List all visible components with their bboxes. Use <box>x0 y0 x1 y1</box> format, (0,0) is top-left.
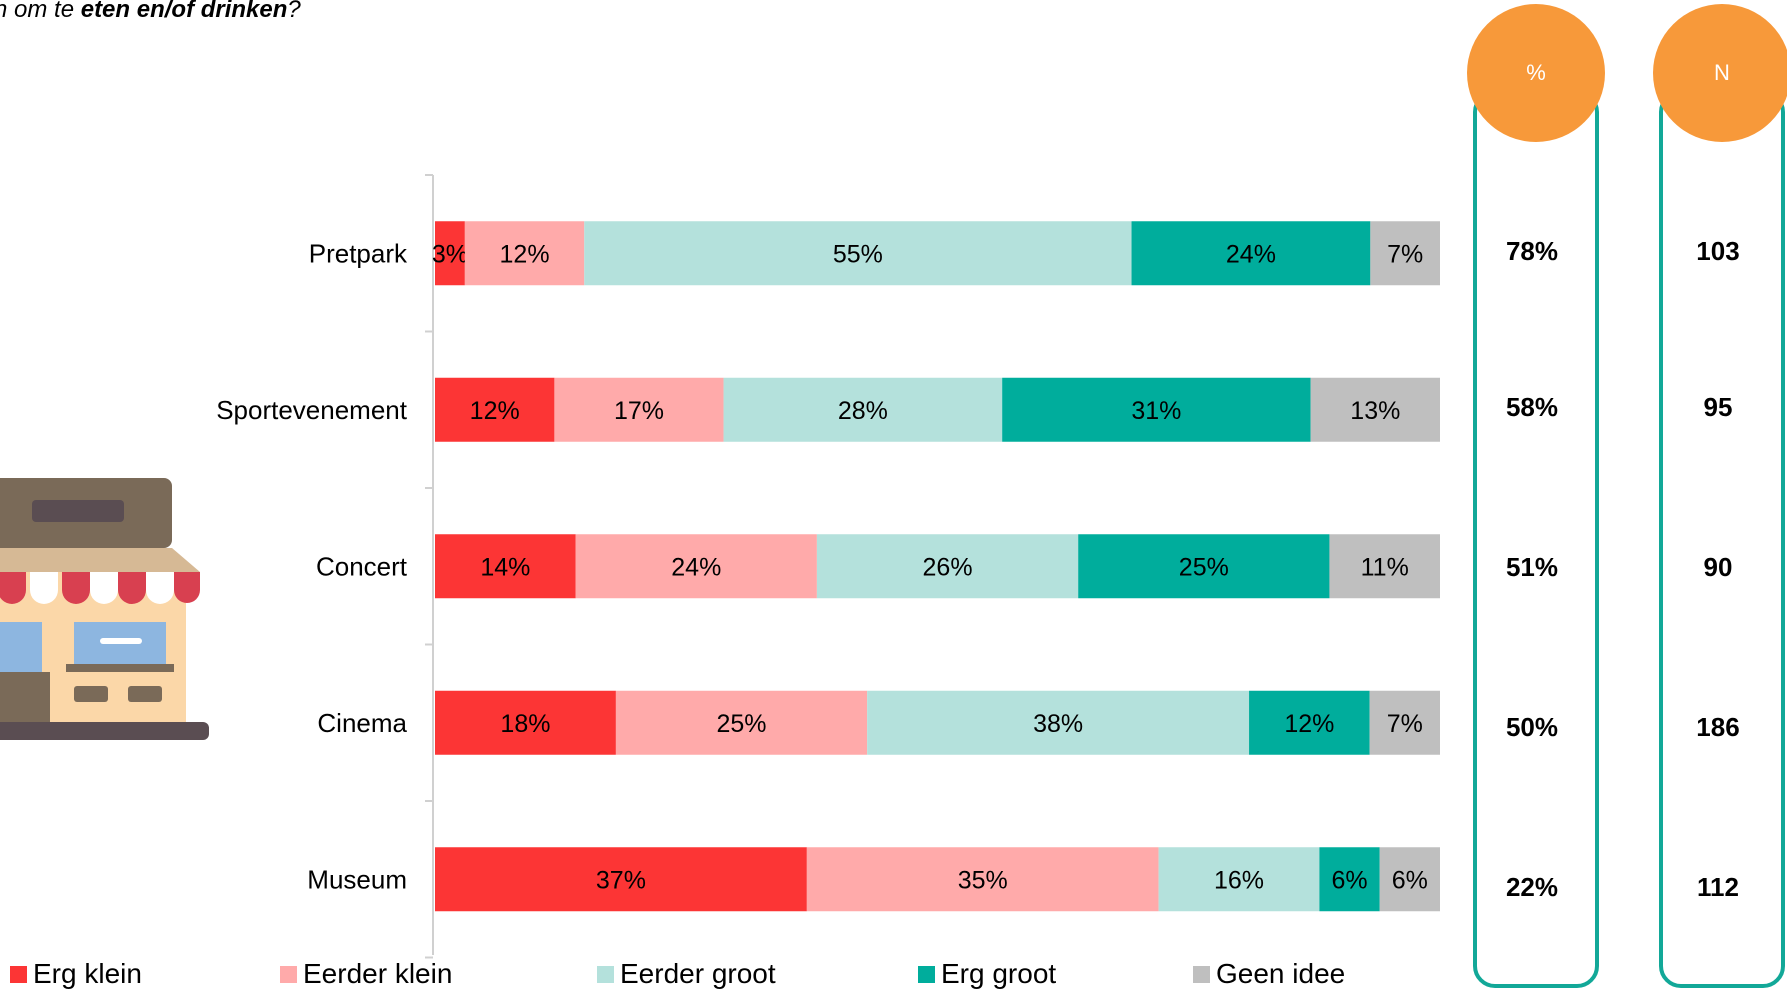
count-value: 112 <box>1697 872 1739 902</box>
bar-segment-erg-klein <box>435 534 576 599</box>
data-label: 25% <box>717 710 767 738</box>
bar-segment-erg-klein <box>435 221 465 286</box>
bar-segment-erg-groot <box>1078 534 1330 599</box>
category-label: Concert <box>316 551 408 581</box>
data-label: 16% <box>1214 866 1264 894</box>
bar-segment-erg-klein <box>435 377 555 442</box>
data-label: 18% <box>500 710 550 738</box>
bar-segment-erg-groot <box>1249 690 1370 755</box>
bar-segment-eerder-groot <box>584 221 1132 286</box>
bar-segment-erg-klein <box>435 690 616 755</box>
bar-segment-geen-idee <box>1369 690 1440 755</box>
bar-segment-eerder-groot <box>816 534 1079 599</box>
data-label: 12% <box>500 240 550 268</box>
data-label: 3% <box>432 240 468 268</box>
legend-item-erg-klein: Erg klein <box>10 958 142 990</box>
bar-segment-geen-idee <box>1310 377 1440 442</box>
legend-label: Eerder klein <box>303 958 453 989</box>
legend-label: Eerder groot <box>620 958 776 989</box>
bar-segment-erg-klein <box>435 847 807 912</box>
bar-segment-eerder-klein <box>554 377 724 442</box>
bar-segment-eerder-klein <box>575 534 817 599</box>
data-label: 24% <box>671 553 721 581</box>
data-label: 12% <box>470 397 520 425</box>
data-label: 17% <box>614 397 664 425</box>
data-label: 55% <box>833 240 883 268</box>
percentage-value: 78% <box>1505 236 1559 266</box>
data-label: 13% <box>1350 397 1400 425</box>
bar-segment-erg-groot <box>1319 847 1380 912</box>
percentage-value: 22% <box>1505 872 1559 902</box>
data-label: 26% <box>923 553 973 581</box>
bar-segment-geen-idee <box>1370 221 1440 286</box>
bar-segment-geen-idee <box>1329 534 1440 599</box>
data-label: 25% <box>1179 553 1229 581</box>
legend-swatch <box>10 965 27 983</box>
category-label: Pretpark <box>309 238 408 268</box>
bar-segment-eerder-groot <box>723 377 1003 442</box>
data-label: 6% <box>1331 866 1367 894</box>
data-label: 14% <box>480 553 530 581</box>
percentage-column-frame <box>1473 90 1599 988</box>
question-text: n om te eten en/of drinken? <box>0 0 301 23</box>
percentage-value: 58% <box>1505 392 1559 422</box>
data-label: 12% <box>1284 710 1334 738</box>
legend-swatch <box>1193 965 1210 983</box>
count-value: 186 <box>1696 712 1740 742</box>
legend-label: Erg klein <box>33 958 142 989</box>
bar-segment-eerder-groot <box>867 690 1250 755</box>
legend-label: Geen idee <box>1216 958 1346 989</box>
bar-segment-erg-groot <box>1002 377 1311 442</box>
percentage-value: 51% <box>1505 552 1559 582</box>
percentage-header-badge: % <box>1467 4 1605 142</box>
data-label: 6% <box>1392 866 1428 894</box>
data-label: 37% <box>596 866 646 894</box>
legend-item-eerder-klein: Eerder klein <box>280 958 452 990</box>
count-header-badge: N <box>1653 4 1787 142</box>
bar-segment-eerder-klein <box>806 847 1159 912</box>
count-value: 103 <box>1696 236 1740 266</box>
data-label: 11% <box>1361 553 1409 581</box>
data-label: 7% <box>1387 240 1423 268</box>
category-label: Cinema <box>317 708 407 738</box>
bar-segment-geen-idee <box>1379 847 1440 912</box>
data-label: 7% <box>1387 710 1423 738</box>
bar-segment-eerder-groot <box>1158 847 1320 912</box>
shop-building-icon <box>0 478 209 740</box>
percentage-value: 50% <box>1505 712 1559 742</box>
count-value: 95 <box>1703 392 1733 422</box>
data-label: 35% <box>958 866 1008 894</box>
legend-swatch <box>918 965 935 983</box>
data-label: 31% <box>1131 397 1181 425</box>
data-label: 38% <box>1033 710 1083 738</box>
data-label: 24% <box>1226 240 1276 268</box>
count-value: 90 <box>1703 552 1733 582</box>
data-label: 28% <box>838 397 888 425</box>
category-label: Sportevenement <box>216 395 408 425</box>
legend-swatch <box>280 965 297 983</box>
legend-item-geen-idee: Geen idee <box>1193 958 1345 990</box>
legend-label: Erg groot <box>941 958 1057 989</box>
legend-swatch <box>597 965 614 983</box>
bar-segment-eerder-klein <box>615 690 868 755</box>
count-column-frame <box>1659 90 1785 988</box>
bar-segment-eerder-klein <box>464 221 585 286</box>
bar-segment-erg-groot <box>1131 221 1371 286</box>
legend-item-erg-groot: Erg groot <box>918 958 1056 990</box>
legend-item-eerder-groot: Eerder groot <box>597 958 776 990</box>
category-label: Museum <box>307 864 407 894</box>
